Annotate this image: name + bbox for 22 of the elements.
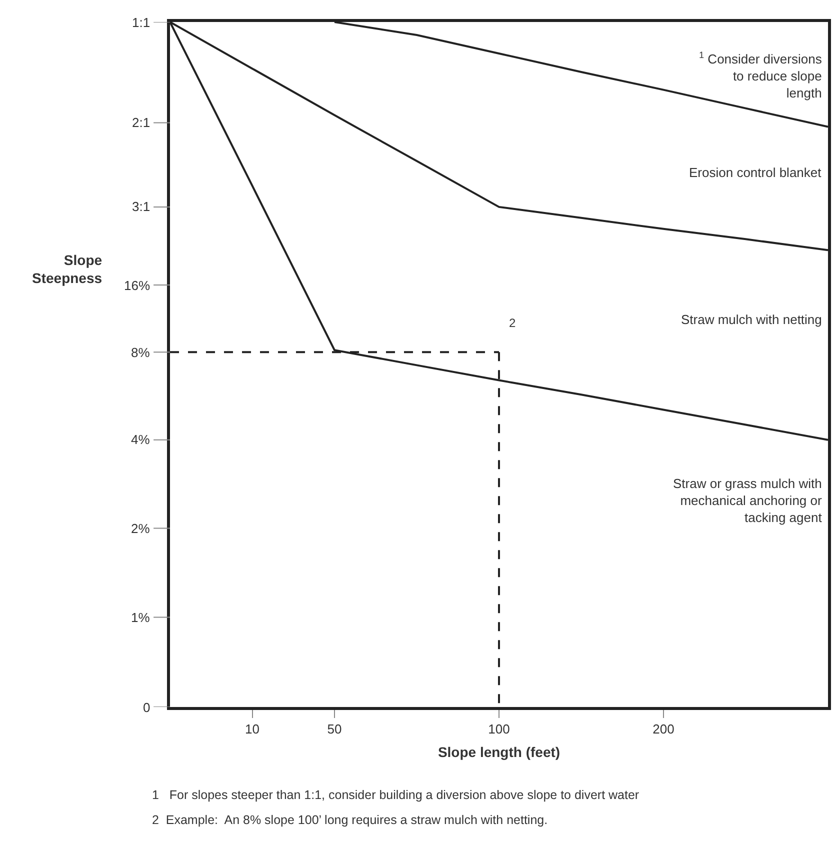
text: 2:1 bbox=[132, 115, 150, 130]
x-tick-label: 100 bbox=[488, 722, 510, 737]
annotation: 2 bbox=[509, 316, 516, 330]
annotation: Straw mulch with netting bbox=[681, 312, 822, 327]
text: 2 Example: An 8% slope 100’ long requires a straw mulch with netting. bbox=[152, 813, 548, 827]
text: 1% bbox=[131, 610, 150, 625]
text: 1 For slopes steeper than 1:1, consider building a diversion above slope to divert water bbox=[152, 788, 640, 802]
text: 4% bbox=[131, 432, 150, 447]
x-tick-label: 10 bbox=[245, 722, 260, 737]
text: 16% bbox=[124, 278, 150, 293]
text: 3:1 bbox=[132, 199, 150, 214]
x-tick-label: 200 bbox=[652, 722, 674, 737]
x-axis-title: Slope length (feet) bbox=[438, 744, 560, 760]
annotation: $^{1}$ Consider diversions to reduce slope length bbox=[699, 50, 822, 100]
text: 0 bbox=[143, 700, 150, 715]
text: 8% bbox=[131, 345, 150, 360]
annotation: Straw or grass mulch with mechanical anchoring or tacking agent bbox=[673, 476, 822, 525]
text: 1:1 bbox=[132, 15, 150, 30]
x-tick-label: 50 bbox=[327, 722, 342, 737]
text: 2% bbox=[131, 521, 150, 536]
annotation: Erosion control blanket bbox=[689, 165, 822, 180]
y-axis-title: Slope Steepness bbox=[32, 252, 102, 286]
